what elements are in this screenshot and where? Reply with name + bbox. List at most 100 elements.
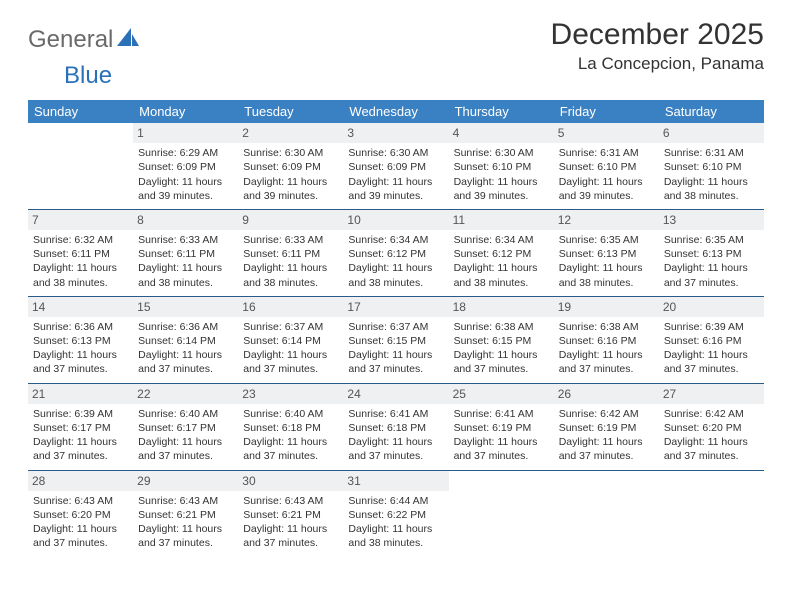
calendar-cell — [659, 470, 764, 557]
day-number: 10 — [343, 209, 448, 230]
daylight-text: Daylight: 11 hours and 38 minutes. — [348, 522, 443, 550]
sunset-text: Sunset: 6:11 PM — [243, 247, 338, 261]
day-number: 27 — [659, 383, 764, 404]
sunrise-text: Sunrise: 6:40 AM — [138, 407, 233, 421]
sunset-text: Sunset: 6:18 PM — [243, 421, 338, 435]
day-number — [449, 470, 554, 491]
sunrise-text: Sunrise: 6:33 AM — [138, 233, 233, 247]
sunrise-text: Sunrise: 6:30 AM — [243, 146, 338, 160]
daylight-text: Daylight: 11 hours and 37 minutes. — [664, 435, 759, 463]
daylight-text: Daylight: 11 hours and 37 minutes. — [454, 348, 549, 376]
calendar-cell: 20Sunrise: 6:39 AMSunset: 6:16 PMDayligh… — [659, 296, 764, 383]
day-number: 22 — [133, 383, 238, 404]
day-number: 29 — [133, 470, 238, 491]
sunset-text: Sunset: 6:20 PM — [33, 508, 128, 522]
sunset-text: Sunset: 6:15 PM — [348, 334, 443, 348]
sunset-text: Sunset: 6:13 PM — [559, 247, 654, 261]
calendar-cell: 31Sunrise: 6:44 AMSunset: 6:22 PMDayligh… — [343, 470, 448, 557]
sunrise-text: Sunrise: 6:38 AM — [454, 320, 549, 334]
calendar-cell: 10Sunrise: 6:34 AMSunset: 6:12 PMDayligh… — [343, 209, 448, 296]
dayheader: Wednesday — [343, 100, 448, 123]
sunset-text: Sunset: 6:13 PM — [33, 334, 128, 348]
day-number: 23 — [238, 383, 343, 404]
sunset-text: Sunset: 6:11 PM — [33, 247, 128, 261]
daylight-text: Daylight: 11 hours and 38 minutes. — [33, 261, 128, 289]
calendar-cell: 9Sunrise: 6:33 AMSunset: 6:11 PMDaylight… — [238, 209, 343, 296]
daylight-text: Daylight: 11 hours and 37 minutes. — [664, 261, 759, 289]
day-number: 25 — [449, 383, 554, 404]
daylight-text: Daylight: 11 hours and 39 minutes. — [348, 175, 443, 203]
day-number: 21 — [28, 383, 133, 404]
calendar-cell: 1Sunrise: 6:29 AMSunset: 6:09 PMDaylight… — [133, 123, 238, 209]
day-number: 7 — [28, 209, 133, 230]
day-number: 2 — [238, 123, 343, 143]
sunset-text: Sunset: 6:15 PM — [454, 334, 549, 348]
daylight-text: Daylight: 11 hours and 37 minutes. — [243, 435, 338, 463]
daylight-text: Daylight: 11 hours and 37 minutes. — [348, 348, 443, 376]
dayheader: Friday — [554, 100, 659, 123]
daylight-text: Daylight: 11 hours and 37 minutes. — [454, 435, 549, 463]
day-number: 24 — [343, 383, 448, 404]
daylight-text: Daylight: 11 hours and 38 minutes. — [243, 261, 338, 289]
calendar-cell: 4Sunrise: 6:30 AMSunset: 6:10 PMDaylight… — [449, 123, 554, 209]
day-number: 28 — [28, 470, 133, 491]
sunrise-text: Sunrise: 6:43 AM — [33, 494, 128, 508]
day-number: 18 — [449, 296, 554, 317]
calendar-cell: 29Sunrise: 6:43 AMSunset: 6:21 PMDayligh… — [133, 470, 238, 557]
calendar-cell: 23Sunrise: 6:40 AMSunset: 6:18 PMDayligh… — [238, 383, 343, 470]
daylight-text: Daylight: 11 hours and 38 minutes. — [559, 261, 654, 289]
calendar-cell: 18 Sunrise: 6:38 AMSunset: 6:15 PMDayligh… — [449, 296, 554, 383]
daylight-text: Daylight: 11 hours and 37 minutes. — [33, 348, 128, 376]
sunset-text: Sunset: 6:21 PM — [243, 508, 338, 522]
daylight-text: Daylight: 11 hours and 37 minutes. — [138, 522, 233, 550]
day-number: 19 — [554, 296, 659, 317]
calendar-row: 1Sunrise: 6:29 AMSunset: 6:09 PMDaylight… — [28, 123, 764, 209]
daylight-text: Daylight: 11 hours and 37 minutes. — [559, 435, 654, 463]
calendar-cell: 26Sunrise: 6:42 AMSunset: 6:19 PMDayligh… — [554, 383, 659, 470]
daylight-text: Daylight: 11 hours and 38 minutes. — [454, 261, 549, 289]
calendar-cell — [554, 470, 659, 557]
calendar-cell: 28 Sunrise: 6:43 AMSunset: 6:20 PMDayligh… — [28, 470, 133, 557]
sunrise-text: Sunrise: 6:38 AM — [559, 320, 654, 334]
sunrise-text: Sunrise: 6:30 AM — [348, 146, 443, 160]
calendar-cell: 14Sunrise: 6:36 AMSunset: 6:13 PMDayligh… — [28, 296, 133, 383]
daylight-text: Daylight: 11 hours and 37 minutes. — [33, 435, 128, 463]
sunset-text: Sunset: 6:19 PM — [559, 421, 654, 435]
logo: General — [28, 18, 141, 54]
sunrise-text: Sunrise: 6:41 AM — [454, 407, 549, 421]
logo-text-blue: Blue — [64, 62, 112, 90]
sunset-text: Sunset: 6:12 PM — [454, 247, 549, 261]
sunset-text: Sunset: 6:09 PM — [348, 160, 443, 174]
calendar-cell: 8Sunrise: 6:33 AMSunset: 6:11 PMDaylight… — [133, 209, 238, 296]
daylight-text: Daylight: 11 hours and 39 minutes. — [243, 175, 338, 203]
sunset-text: Sunset: 6:14 PM — [243, 334, 338, 348]
sunrise-text: Sunrise: 6:42 AM — [664, 407, 759, 421]
daylight-text: Daylight: 11 hours and 37 minutes. — [664, 348, 759, 376]
calendar-cell: 11 Sunrise: 6:34 AMSunset: 6:12 PMDayligh… — [449, 209, 554, 296]
calendar-cell: 12Sunrise: 6:35 AMSunset: 6:13 PMDayligh… — [554, 209, 659, 296]
daylight-text: Daylight: 11 hours and 39 minutes. — [138, 175, 233, 203]
calendar-cell: 17Sunrise: 6:37 AMSunset: 6:15 PMDayligh… — [343, 296, 448, 383]
calendar-cell: 30Sunrise: 6:43 AMSunset: 6:21 PMDayligh… — [238, 470, 343, 557]
calendar-cell: 24Sunrise: 6:41 AMSunset: 6:18 PMDayligh… — [343, 383, 448, 470]
calendar-cell: 19 Sunrise: 6:38 AMSunset: 6:16 PMDayligh… — [554, 296, 659, 383]
dayheader: Thursday — [449, 100, 554, 123]
calendar-cell — [28, 123, 133, 209]
sunset-text: Sunset: 6:16 PM — [559, 334, 654, 348]
daylight-text: Daylight: 11 hours and 39 minutes. — [454, 175, 549, 203]
day-number: 4 — [449, 123, 554, 143]
day-number: 11 — [449, 209, 554, 230]
sunset-text: Sunset: 6:17 PM — [138, 421, 233, 435]
sunrise-text: Sunrise: 6:33 AM — [243, 233, 338, 247]
calendar-table: Sunday Monday Tuesday Wednesday Thursday… — [28, 100, 764, 556]
calendar-row: 7Sunrise: 6:32 AMSunset: 6:11 PMDaylight… — [28, 209, 764, 296]
sunset-text: Sunset: 6:10 PM — [559, 160, 654, 174]
daylight-text: Daylight: 11 hours and 37 minutes. — [559, 348, 654, 376]
daylight-text: Daylight: 11 hours and 37 minutes. — [348, 435, 443, 463]
calendar-cell: 6Sunrise: 6:31 AMSunset: 6:10 PMDaylight… — [659, 123, 764, 209]
sunset-text: Sunset: 6:20 PM — [664, 421, 759, 435]
sunrise-text: Sunrise: 6:34 AM — [454, 233, 549, 247]
daylight-text: Daylight: 11 hours and 37 minutes. — [33, 522, 128, 550]
day-number: 16 — [238, 296, 343, 317]
sunrise-text: Sunrise: 6:39 AM — [33, 407, 128, 421]
